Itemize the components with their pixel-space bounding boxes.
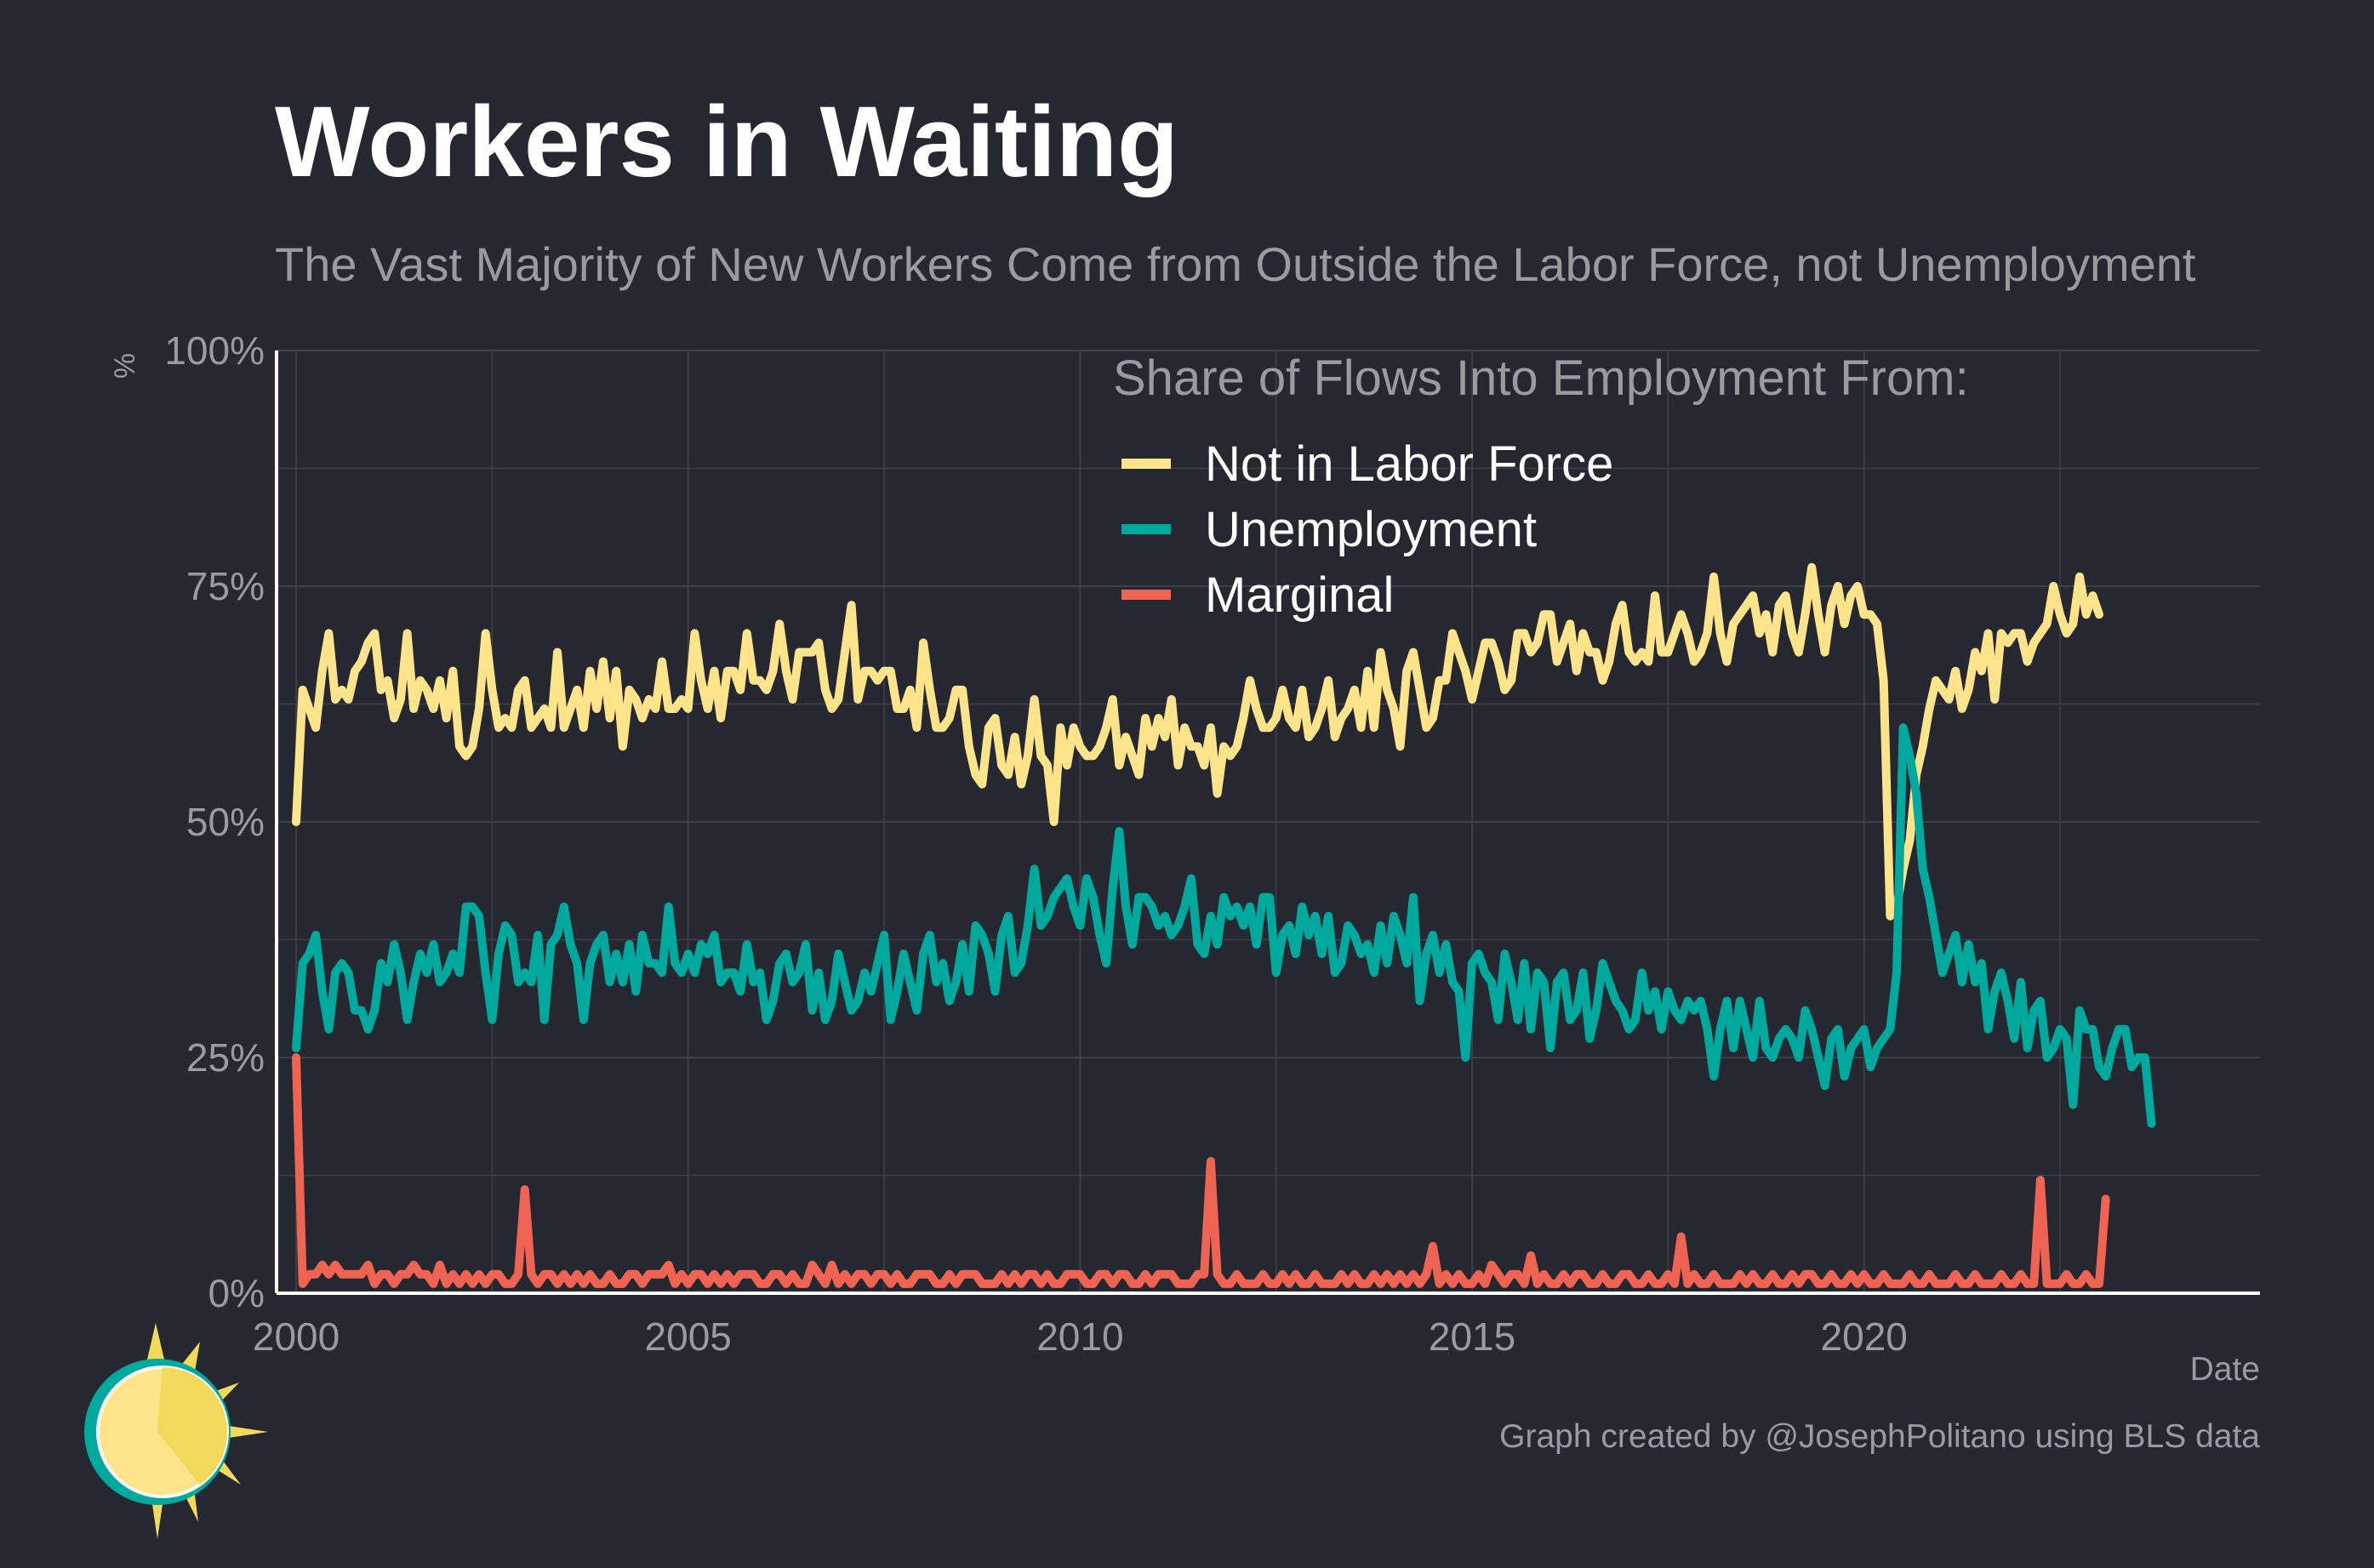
series-line-not-in-labor-force	[292, 562, 2103, 921]
tick-labels: 0% 25% 50% 75% 100% 2000 2005 2010 2015 2020	[164, 328, 1908, 1359]
series-lines	[292, 562, 2156, 1288]
legend: Share of Flows Into Employment From: Not…	[1113, 351, 1969, 623]
y-tick-label: 50%	[186, 800, 265, 844]
legend-label: Marginal	[1205, 567, 1394, 623]
y-tick-label: 100%	[164, 328, 265, 373]
y-axis-label: %	[109, 353, 141, 379]
x-tick-label: 2000	[253, 1314, 340, 1359]
x-tick-label: 2005	[645, 1314, 732, 1359]
axes	[275, 351, 2260, 1295]
source-caption: Graph created by @JosephPolitano using B…	[1499, 1418, 2260, 1455]
x-tick-label: 2010	[1036, 1314, 1123, 1359]
y-tick-label: 0%	[208, 1271, 265, 1315]
x-axis-label: Date	[2190, 1351, 2260, 1388]
y-tick-label: 25%	[186, 1035, 265, 1080]
y-tick-label: 75%	[186, 564, 265, 608]
x-tick-label: 2020	[1821, 1314, 1908, 1359]
chart-title: Workers in Waiting	[275, 86, 1179, 198]
x-tick-label: 2015	[1429, 1314, 1515, 1359]
series-line-unemployment	[292, 723, 2156, 1128]
legend-label: Unemployment	[1205, 502, 1537, 557]
gridlines	[277, 350, 2260, 1294]
series-line-marginal	[292, 1053, 2110, 1288]
legend-title: Share of Flows Into Employment From:	[1113, 351, 1969, 406]
sun-logo-icon	[84, 1323, 268, 1539]
legend-label: Not in Labor Force	[1205, 436, 1613, 492]
chart-subtitle: The Vast Majority of New Workers Come fr…	[275, 237, 2196, 291]
